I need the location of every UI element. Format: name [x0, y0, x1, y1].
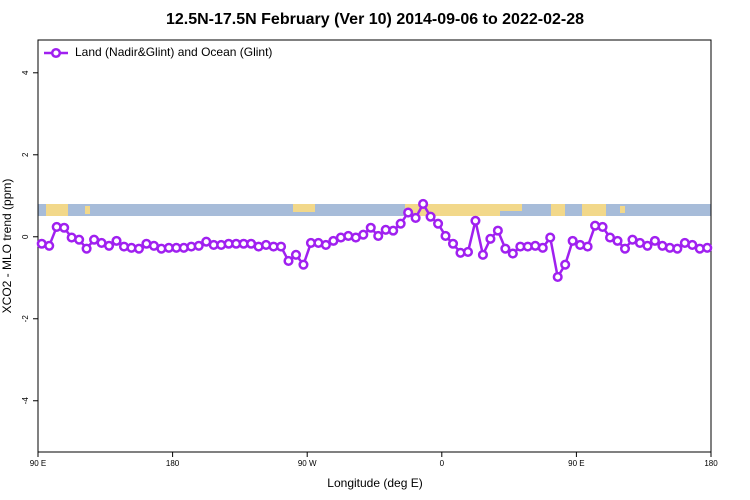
data-point: [298, 259, 309, 270]
x-tick-label: 90 W: [298, 459, 317, 468]
data-point: [365, 222, 376, 233]
y-tick-label: 4: [21, 70, 30, 75]
data-point: [545, 232, 556, 243]
data-point: [642, 240, 653, 251]
map-strip: [38, 204, 711, 216]
data-point: [425, 211, 436, 222]
data-point: [388, 225, 399, 236]
data-point: [649, 235, 660, 246]
data-point: [687, 239, 698, 251]
data-point: [403, 207, 414, 218]
data-point: [320, 239, 331, 251]
x-tick-label: 180: [166, 459, 180, 468]
data-point: [477, 249, 488, 260]
data-point: [410, 212, 421, 223]
data-point: [81, 243, 92, 254]
data-point: [418, 198, 429, 210]
data-point: [597, 221, 608, 232]
data-point: [612, 235, 623, 246]
data-point: [395, 218, 406, 229]
data-point: [103, 240, 115, 251]
data-point: [560, 259, 571, 270]
data-point: [74, 234, 85, 245]
data-point: [485, 233, 496, 244]
data-point: [373, 230, 384, 242]
data-point: [537, 242, 548, 253]
x-tick-label: 90 E: [30, 459, 46, 468]
data-point: [358, 229, 369, 240]
x-tick-label: 90 E: [568, 459, 584, 468]
data-point: [275, 241, 287, 252]
data-point: [59, 222, 70, 233]
y-tick-label: 2: [21, 152, 30, 157]
x-tick-label: 180: [704, 459, 718, 468]
data-point: [447, 238, 459, 249]
x-tick-label: 0: [440, 459, 445, 468]
data-point: [672, 243, 683, 254]
data-point: [193, 240, 204, 251]
data-point: [133, 243, 144, 254]
data-point: [492, 225, 503, 236]
y-tick-label: 0: [21, 234, 30, 239]
data-point: [702, 242, 713, 253]
y-tick-label: -2: [21, 315, 30, 323]
y-tick-label: -4: [21, 397, 30, 405]
data-point: [500, 243, 511, 254]
data-point: [552, 271, 563, 283]
data-point: [111, 235, 122, 246]
data-point: [582, 241, 593, 252]
data-point: [462, 246, 474, 257]
legend-label: Land (Nadir&Glint) and Ocean (Glint): [75, 45, 272, 59]
legend-marker: [50, 47, 62, 59]
y-axis-label: XCO2 - MLO trend (ppm): [0, 179, 14, 314]
x-axis-label: Longitude (deg E): [327, 476, 422, 490]
data-point: [44, 240, 55, 251]
chart-title: 12.5N-17.5N February (Ver 10) 2014-09-06…: [166, 11, 584, 28]
data-point: [283, 255, 294, 267]
data-point: [567, 235, 578, 246]
data-point: [507, 248, 518, 259]
data-point: [440, 230, 451, 242]
data-point: [470, 215, 481, 226]
data-point: [619, 243, 631, 254]
data-point: [290, 249, 302, 260]
data-point: [433, 218, 444, 229]
